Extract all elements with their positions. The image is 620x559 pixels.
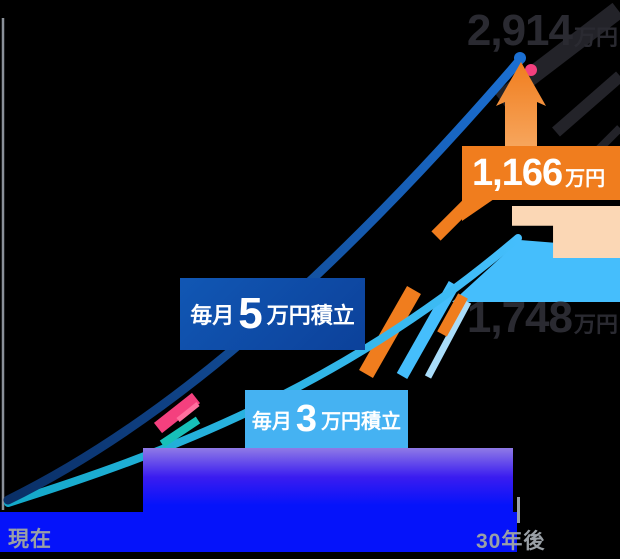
value-5man-unit: 万円 bbox=[573, 25, 618, 50]
badge-5man-suffix: 万円積立 bbox=[266, 303, 355, 328]
badge-3man-suffix: 万円積立 bbox=[321, 410, 402, 433]
diff-badge: 1,166 万円 bbox=[462, 146, 620, 200]
badge-5man-prefix: 毎月 bbox=[190, 303, 235, 328]
value-3man-number: 1,748 bbox=[466, 293, 573, 342]
axis-label-end: 30年後 bbox=[476, 530, 546, 553]
value-3man-unit: 万円 bbox=[573, 312, 618, 337]
line-5man bbox=[3, 55, 525, 505]
x-axis-tick bbox=[517, 497, 520, 523]
axis-label-start: 現在 bbox=[8, 528, 52, 551]
badge-3man-prefix: 毎月 bbox=[251, 410, 292, 433]
badge-3man-amount: 3 bbox=[295, 397, 318, 440]
badge-3man-plan: 毎月 3 万円積立 bbox=[245, 390, 408, 448]
pink-marker-top bbox=[525, 64, 537, 76]
value-label-3man: 1,748 万円 bbox=[378, 293, 618, 343]
line-5man-endpoint bbox=[514, 52, 526, 64]
value-5man-number: 2,914 bbox=[466, 6, 573, 55]
badge-5man-plan: 毎月 5 万円積立 bbox=[180, 278, 365, 350]
value-label-5man: 2,914 万円 bbox=[378, 6, 618, 56]
diff-badge-unit: 万円 bbox=[565, 168, 606, 190]
diff-arrow-icon bbox=[496, 62, 546, 149]
badge-5man-amount: 5 bbox=[238, 289, 263, 338]
diff-badge-number: 1,166 bbox=[472, 152, 563, 194]
sparkle-accents bbox=[153, 392, 201, 448]
x-axis-band-blue bbox=[0, 512, 517, 552]
